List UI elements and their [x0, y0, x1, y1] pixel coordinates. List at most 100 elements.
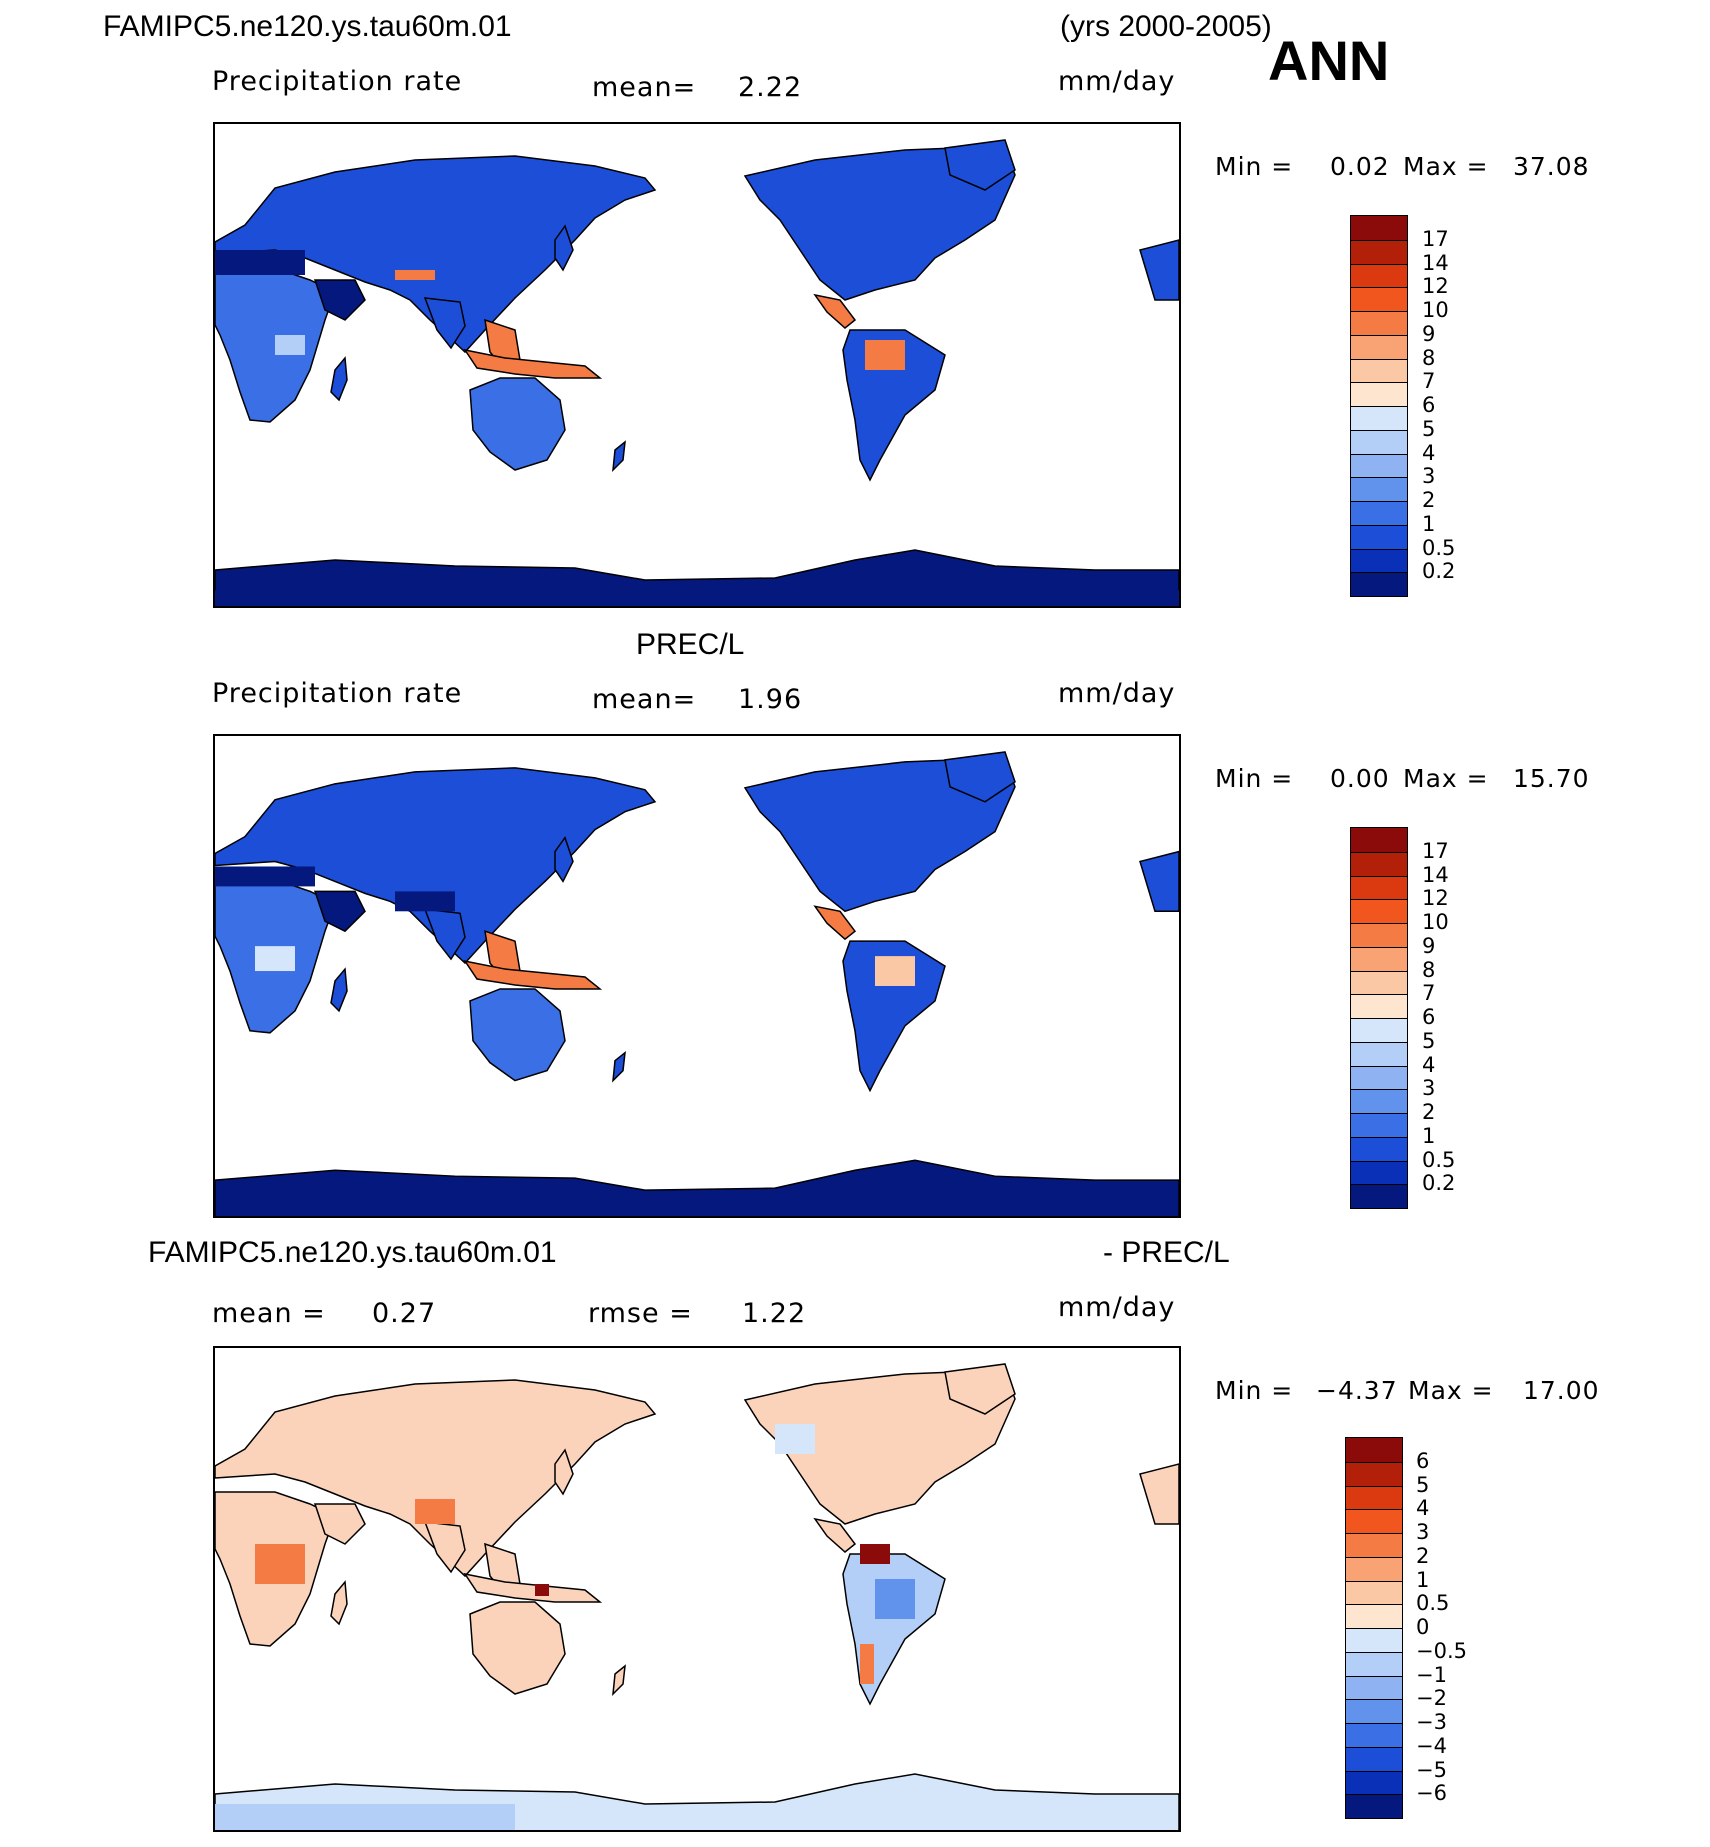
- colorbar-segment: [1346, 1580, 1402, 1605]
- colorbar-tick-label: 0.5: [1422, 1147, 1456, 1172]
- panel3-mean-label: mean =: [212, 1298, 326, 1329]
- map-cell: [215, 250, 305, 275]
- colorbar-tick-label: 1: [1416, 1567, 1430, 1592]
- colorbar-segment: [1351, 501, 1407, 525]
- colorbar-tick-label: 9: [1422, 933, 1436, 958]
- landmass-samerica: [842, 1553, 946, 1706]
- landmass-madagascar: [330, 1580, 348, 1626]
- panel2-max-label: Max =: [1403, 764, 1489, 793]
- landmass-greenland: [944, 751, 1016, 803]
- map-panel-diff: [213, 1346, 1181, 1832]
- panel2-title: PREC/L: [636, 628, 745, 661]
- colorbar-segment: [1351, 1184, 1407, 1208]
- map-cell: [275, 335, 305, 355]
- colorbar-segment: [1351, 453, 1407, 478]
- panel1-units: mm/day: [1058, 66, 1176, 97]
- colorbar-tick-label: 9: [1422, 321, 1436, 346]
- landmass-australia: [469, 377, 566, 471]
- colorbar-tick-label: 3: [1422, 1076, 1436, 1101]
- colorbar-segment: [1346, 1794, 1402, 1818]
- panel3-title-left: FAMIPC5.ne120.ys.tau60m.01: [148, 1236, 557, 1269]
- landmass-india: [423, 1521, 466, 1574]
- colorbar-tick-label: 4: [1422, 1052, 1436, 1077]
- landmass-japan: [554, 224, 574, 272]
- years-label: (yrs 2000-2005): [1060, 10, 1272, 43]
- colorbar-segment: [1346, 1556, 1402, 1581]
- colorbar-segment: [1351, 923, 1407, 947]
- map-cell: [215, 1804, 515, 1830]
- landmass-nz: [612, 1664, 626, 1697]
- landmass-indonesia: [463, 1572, 603, 1603]
- panel3-max-value: 17.00: [1523, 1376, 1600, 1405]
- colorbar-segment: [1351, 1089, 1407, 1113]
- panel1-min-label: Min =: [1215, 152, 1294, 181]
- colorbar-segment: [1351, 946, 1407, 971]
- season-label: ANN: [1268, 29, 1390, 92]
- landmass-india: [423, 297, 466, 350]
- colorbar-tick-label: 8: [1422, 345, 1436, 370]
- colorbar-segment: [1346, 1604, 1402, 1628]
- colorbar-segment: [1346, 1723, 1402, 1747]
- colorbar-segment: [1351, 1136, 1407, 1161]
- landmass-eurasia: [215, 155, 657, 354]
- panel3-min-value: −4.37: [1316, 1376, 1398, 1405]
- colorbar-tick-label: 10: [1422, 910, 1449, 934]
- map-cell: [215, 590, 1179, 606]
- colorbar-segment: [1351, 406, 1407, 430]
- map-obs: [215, 751, 1179, 1216]
- colorbar-tick-label: −5: [1416, 1757, 1447, 1782]
- colorbar-segment: [1346, 1485, 1402, 1510]
- map-cell: [335, 1190, 635, 1216]
- map-cell: [215, 866, 315, 887]
- colorbar-segment: [1351, 851, 1407, 876]
- colorbar-obs: [1350, 827, 1408, 1209]
- panel1-mean-label: mean=: [592, 72, 697, 103]
- colorbar-tick-label: 5: [1416, 1472, 1430, 1497]
- colorbar-tick-label: 0.2: [1422, 559, 1456, 584]
- map-landmasses: [215, 139, 1179, 606]
- landmass-nz: [612, 1050, 626, 1083]
- colorbar-tick-label: 2: [1416, 1543, 1430, 1568]
- colorbar-segment: [1351, 311, 1407, 335]
- colorbar-tick-label: 6: [1422, 393, 1436, 417]
- colorbar-tick-label: 1: [1422, 1123, 1436, 1148]
- colorbar-diff: [1345, 1437, 1403, 1819]
- colorbar-tick-label: 3: [1416, 1520, 1430, 1544]
- colorbar-segment: [1351, 1018, 1407, 1042]
- colorbar-segment: [1346, 1533, 1402, 1557]
- colorbar-tick-label: 12: [1422, 274, 1449, 299]
- panel1-min-value: 0.02: [1330, 152, 1390, 181]
- panel2-mean-label: mean=: [592, 684, 697, 715]
- colorbar-tick-label: 4: [1416, 1496, 1430, 1521]
- landmass-indonesia: [463, 960, 603, 990]
- panel3-title-right: - PREC/L: [1103, 1236, 1230, 1269]
- colorbar-tick-label: 12: [1422, 886, 1449, 911]
- map-cell: [535, 1584, 549, 1596]
- colorbar-segment: [1351, 970, 1407, 995]
- colorbar-segment: [1346, 1746, 1402, 1771]
- map-landmasses: [215, 1363, 1179, 1830]
- colorbar-tick-label: 6: [1422, 1005, 1436, 1029]
- colorbar-tick-label: 17: [1422, 226, 1449, 251]
- map-cell: [395, 891, 455, 912]
- landmass-camerica: [813, 1517, 857, 1553]
- landmass-europe_east: [1139, 239, 1179, 301]
- colorbar-segment: [1346, 1699, 1402, 1723]
- colorbar-tick-label: −1: [1416, 1662, 1447, 1687]
- landmass-madagascar: [330, 967, 348, 1013]
- colorbar-segment: [1351, 524, 1407, 549]
- colorbar-tick-label: −6: [1416, 1781, 1447, 1806]
- colorbar-tick-label: 5: [1422, 416, 1436, 441]
- colorbar-tick-label: 0: [1416, 1615, 1430, 1639]
- colorbar-segment: [1351, 358, 1407, 383]
- colorbar-segment: [1351, 1041, 1407, 1066]
- landmass-europe_east: [1139, 1463, 1179, 1525]
- landmass-australia: [469, 988, 566, 1082]
- panel2-units: mm/day: [1058, 678, 1176, 709]
- colorbar-tick-label: 2: [1422, 1100, 1436, 1124]
- map-diff: [215, 1363, 1179, 1830]
- colorbar-tick-label: −2: [1416, 1686, 1447, 1711]
- colorbar-segment: [1346, 1461, 1402, 1486]
- panel3-max-label: Max =: [1408, 1376, 1494, 1405]
